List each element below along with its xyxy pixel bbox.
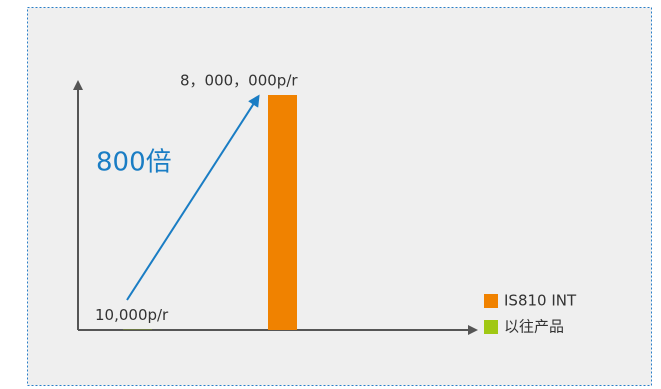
legend-label: 以往产品 bbox=[504, 318, 564, 336]
legend-label: IS810 INT bbox=[504, 292, 577, 310]
growth-arrow bbox=[126, 94, 260, 301]
legend-swatch bbox=[484, 320, 498, 334]
annotation: 800倍 bbox=[96, 148, 172, 178]
bar bbox=[268, 95, 297, 330]
value-label: 10,000p/r bbox=[95, 306, 169, 324]
value-label: 8，000，000p/r bbox=[180, 72, 298, 90]
legend-swatch bbox=[484, 294, 498, 308]
panel bbox=[27, 7, 652, 386]
